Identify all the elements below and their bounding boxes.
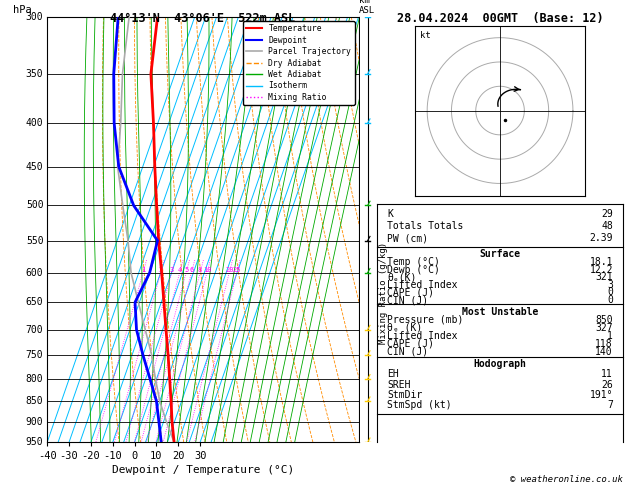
Text: 44°13'N  43°06'E  522m ASL: 44°13'N 43°06'E 522m ASL (110, 12, 296, 25)
Text: 650: 650 (26, 297, 43, 307)
Text: 2.39: 2.39 (589, 233, 613, 243)
Text: Totals Totals: Totals Totals (387, 221, 464, 231)
Text: Temp (°C): Temp (°C) (387, 257, 440, 267)
Text: CIN (J): CIN (J) (387, 295, 428, 305)
Text: 20: 20 (225, 267, 233, 273)
Text: 350: 350 (26, 69, 43, 79)
Text: 118: 118 (595, 339, 613, 349)
Text: 900: 900 (26, 417, 43, 427)
Text: -8: -8 (359, 69, 370, 78)
Text: 48: 48 (601, 221, 613, 231)
Text: km
ASL: km ASL (359, 0, 376, 15)
Text: 400: 400 (26, 118, 43, 128)
Text: 3: 3 (607, 280, 613, 290)
Text: θₑ(K): θₑ(K) (387, 272, 416, 282)
Text: 850: 850 (26, 396, 43, 406)
Text: Pressure (mb): Pressure (mb) (387, 314, 464, 325)
Text: 140: 140 (595, 347, 613, 357)
Text: 0: 0 (607, 288, 613, 297)
Text: 700: 700 (26, 325, 43, 334)
Text: 11: 11 (601, 369, 613, 379)
Text: 850: 850 (595, 314, 613, 325)
Text: 2: 2 (159, 267, 163, 273)
Text: Mixing Ratio (g/kg): Mixing Ratio (g/kg) (379, 243, 387, 345)
Text: Surface: Surface (479, 249, 521, 260)
Text: CAPE (J): CAPE (J) (387, 288, 434, 297)
Text: θₑ (K): θₑ (K) (387, 323, 423, 332)
Text: 10: 10 (203, 267, 211, 273)
Text: K: K (387, 209, 393, 219)
Text: 29: 29 (601, 209, 613, 219)
Text: 18.1: 18.1 (589, 257, 613, 267)
Text: -6: -6 (359, 162, 370, 171)
Text: -2: -2 (359, 374, 370, 383)
Text: 800: 800 (26, 374, 43, 384)
Text: -3: -3 (359, 325, 370, 334)
Text: 25: 25 (233, 267, 241, 273)
Text: 321: 321 (595, 272, 613, 282)
X-axis label: Dewpoint / Temperature (°C): Dewpoint / Temperature (°C) (112, 466, 294, 475)
Text: 8: 8 (198, 267, 202, 273)
Text: Most Unstable: Most Unstable (462, 307, 538, 316)
Text: kt: kt (420, 31, 431, 40)
Text: 327: 327 (595, 323, 613, 332)
Text: 450: 450 (26, 162, 43, 172)
Text: CIN (J): CIN (J) (387, 347, 428, 357)
Text: 1: 1 (141, 267, 145, 273)
Text: 191°: 191° (589, 390, 613, 400)
Text: Lifted Index: Lifted Index (387, 330, 458, 341)
Legend: Temperature, Dewpoint, Parcel Trajectory, Dry Adiabat, Wet Adiabat, Isotherm, Mi: Temperature, Dewpoint, Parcel Trajectory… (243, 21, 355, 105)
Text: -5: -5 (359, 236, 370, 245)
Text: CAPE (J): CAPE (J) (387, 339, 434, 349)
Text: hPa: hPa (13, 5, 31, 15)
Text: -7: -7 (359, 119, 370, 128)
Text: 950: 950 (26, 437, 43, 447)
Text: EH: EH (387, 369, 399, 379)
Text: 750: 750 (26, 350, 43, 360)
Text: -1: -1 (359, 418, 370, 427)
Text: 0: 0 (607, 295, 613, 305)
Text: LCL: LCL (359, 412, 374, 421)
Text: 500: 500 (26, 200, 43, 210)
Text: StmSpd (kt): StmSpd (kt) (387, 400, 452, 411)
Text: © weatheronline.co.uk: © weatheronline.co.uk (510, 474, 623, 484)
Text: 6: 6 (189, 267, 194, 273)
Text: StmDir: StmDir (387, 390, 423, 400)
Text: 7: 7 (607, 400, 613, 411)
Text: 1: 1 (607, 330, 613, 341)
Text: 4: 4 (177, 267, 182, 273)
Text: 550: 550 (26, 236, 43, 245)
Text: 28.04.2024  00GMT  (Base: 12): 28.04.2024 00GMT (Base: 12) (397, 12, 603, 25)
Text: -4: -4 (359, 288, 370, 297)
Text: 300: 300 (26, 12, 43, 22)
Text: 3: 3 (169, 267, 174, 273)
Text: 26: 26 (601, 380, 613, 390)
Text: 600: 600 (26, 268, 43, 278)
Text: SREH: SREH (387, 380, 411, 390)
Text: Lifted Index: Lifted Index (387, 280, 458, 290)
Text: PW (cm): PW (cm) (387, 233, 428, 243)
Text: Dewp (°C): Dewp (°C) (387, 264, 440, 275)
Text: 12.2: 12.2 (589, 264, 613, 275)
Text: Hodograph: Hodograph (474, 359, 526, 369)
Text: 5: 5 (184, 267, 188, 273)
